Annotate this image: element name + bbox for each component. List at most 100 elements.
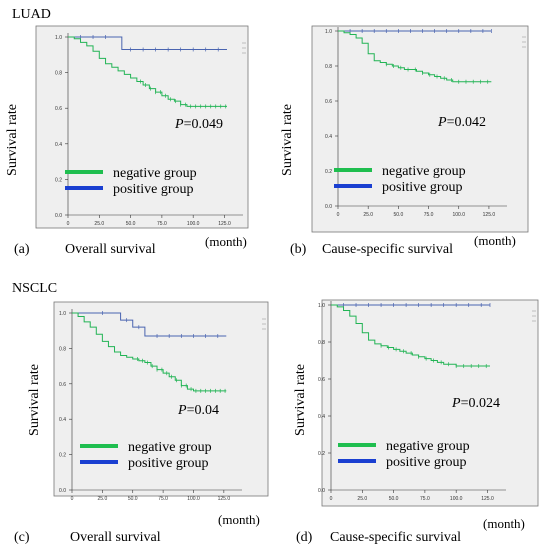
p-value-label: P=0.04	[177, 403, 219, 418]
p-value-label: P=0.042	[437, 115, 486, 130]
y-tick-label: 0.4	[55, 142, 62, 148]
plot-background	[35, 25, 249, 229]
x-tick-label: 125.0	[218, 496, 231, 502]
x-tick-label: 25.0	[357, 496, 367, 502]
x-tick-label: 125.0	[483, 212, 496, 218]
x-tick-label: 0	[330, 496, 333, 502]
y-tick-label: 0.4	[59, 417, 66, 423]
x-tick-label: 25.0	[98, 496, 108, 502]
x-axis-unit-label: (month)	[483, 516, 525, 531]
section-label-nsclc: NSCLC	[12, 281, 57, 296]
y-tick-label: 0.0	[318, 488, 325, 494]
legend-label-negative: negative group	[128, 440, 212, 455]
y-tick-label: 0.8	[325, 64, 332, 70]
y-tick-label: 0.0	[325, 204, 332, 210]
x-tick-label: 50.0	[126, 221, 136, 227]
panel-label: (c)	[14, 530, 30, 545]
x-tick-label: 50.0	[128, 496, 138, 502]
positive-group-curve	[72, 312, 227, 337]
x-tick-label: 125.0	[481, 496, 494, 502]
p-value-label: P=0.049	[174, 117, 223, 132]
y-axis-label: Survival rate	[280, 104, 295, 176]
legend-label-negative: negative group	[386, 439, 470, 454]
x-tick-label: 125.0	[218, 221, 231, 227]
panels-container: 0.0 0.2 0.4 0.6 0.8 1.0 0 25.0 50.0 75.0 100.0 125.…	[5, 25, 539, 545]
y-tick-label: 0.2	[325, 169, 332, 175]
x-tick-label: 100.0	[452, 212, 465, 218]
y-axis-label: Survival rate	[27, 364, 42, 436]
y-tick-label: 1.0	[59, 311, 66, 317]
legend-label-positive: positive group	[386, 455, 467, 470]
y-tick-label: 1.0	[318, 303, 325, 309]
x-tick-label: 25.0	[363, 212, 373, 218]
x-tick-label: 0	[67, 221, 70, 227]
plot-background	[311, 25, 529, 233]
y-tick-label: 0.0	[55, 213, 62, 219]
panel-caption: Cause-specific survival	[330, 530, 461, 545]
legend-label-positive: positive group	[113, 182, 194, 197]
x-tick-label: 0	[337, 212, 340, 218]
chart-panel-a: 0.0 0.2 0.4 0.6 0.8 1.0 0 25.0 50.0 75.0 100.0 125.…	[5, 25, 249, 257]
p-value-number: =0.042	[447, 115, 486, 130]
p-value-symbol: P	[437, 115, 447, 130]
y-axis-label: Survival rate	[5, 104, 20, 176]
panel-caption: Cause-specific survival	[322, 242, 453, 257]
section-label-luad: LUAD	[12, 7, 51, 22]
panel-caption: Overall survival	[70, 530, 161, 545]
p-value-number: =0.024	[461, 396, 500, 411]
p-value-symbol: P	[451, 396, 461, 411]
negative-group-curve	[331, 304, 490, 367]
y-tick-label: 0.6	[55, 106, 62, 112]
p-value-symbol: P	[177, 403, 187, 418]
y-tick-label: 0.6	[318, 377, 325, 383]
y-tick-label: 0.0	[59, 488, 66, 494]
legend-label-positive: positive group	[128, 456, 209, 471]
x-tick-label: 100.0	[450, 496, 463, 502]
chart-panel-b: 0.0 0.2 0.4 0.6 0.8 1.0 0 25.0 50.0 75.0 100.0 125.…	[280, 25, 529, 257]
chart-panel-d: 0.0 0.2 0.4 0.6 0.8 1.0 0 25.0 50.0 75.0 100.0 125.…	[293, 299, 539, 545]
x-tick-label: 75.0	[157, 221, 167, 227]
x-tick-label: 0	[71, 496, 74, 502]
y-axis-label: Survival rate	[293, 364, 308, 436]
y-tick-label: 0.2	[55, 177, 62, 183]
x-axis-unit-label: (month)	[474, 233, 516, 248]
negative-group-curve	[68, 36, 227, 107]
p-value-symbol: P	[174, 117, 184, 132]
p-value-number: =0.049	[184, 117, 223, 132]
x-tick-label: 50.0	[394, 212, 404, 218]
y-tick-label: 0.6	[325, 99, 332, 105]
x-tick-label: 50.0	[389, 496, 399, 502]
plot-background	[321, 299, 539, 507]
x-tick-label: 100.0	[187, 221, 200, 227]
x-tick-label: 75.0	[158, 496, 168, 502]
p-value-label: P=0.024	[451, 396, 500, 411]
negative-group-curve	[72, 312, 227, 392]
legend-label-negative: negative group	[113, 166, 197, 181]
y-tick-label: 1.0	[55, 35, 62, 41]
y-tick-label: 0.4	[325, 134, 332, 140]
x-axis-unit-label: (month)	[205, 234, 247, 249]
panel-label: (a)	[14, 242, 30, 257]
x-axis-unit-label: (month)	[218, 512, 260, 527]
legend-label-positive: positive group	[382, 180, 463, 195]
panel-label: (b)	[290, 242, 307, 257]
x-tick-label: 25.0	[94, 221, 104, 227]
x-tick-label: 75.0	[420, 496, 430, 502]
y-tick-label: 0.6	[59, 382, 66, 388]
x-tick-label: 75.0	[424, 212, 434, 218]
panel-caption: Overall survival	[65, 242, 156, 257]
x-tick-label: 100.0	[187, 496, 200, 502]
positive-group-curve	[68, 36, 227, 50]
y-tick-label: 0.4	[318, 414, 325, 420]
panel-label: (d)	[296, 530, 313, 545]
y-tick-label: 0.2	[59, 453, 66, 459]
y-tick-label: 0.2	[318, 451, 325, 457]
y-tick-label: 0.8	[55, 71, 62, 77]
y-tick-label: 0.8	[318, 340, 325, 346]
p-value-number: =0.04	[187, 403, 219, 418]
legend-label-negative: negative group	[382, 164, 466, 179]
y-tick-label: 0.8	[59, 346, 66, 352]
y-tick-label: 1.0	[325, 29, 332, 35]
chart-panel-c: 0.0 0.2 0.4 0.6 0.8 1.0 0 25.0 50.0 75.0 100.0 125.…	[14, 301, 269, 545]
